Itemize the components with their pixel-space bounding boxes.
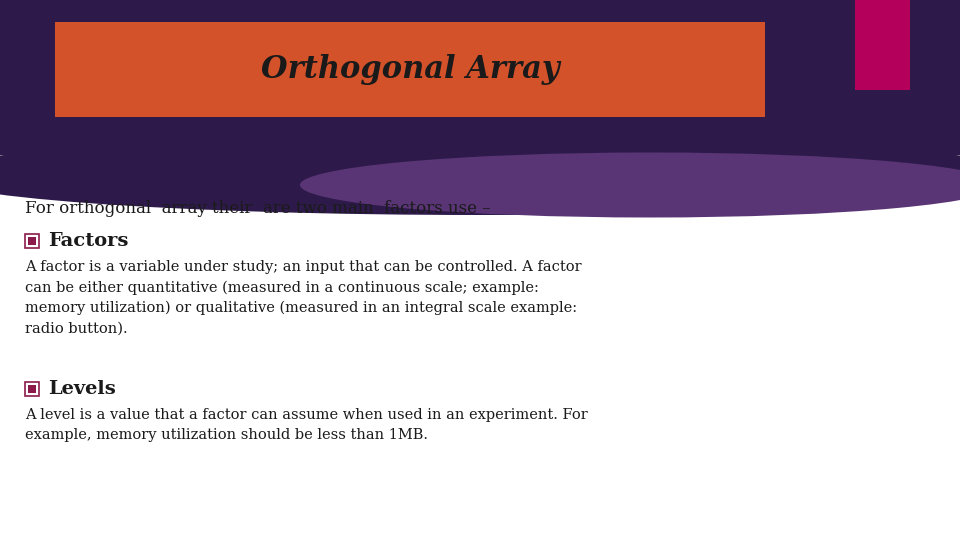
Bar [855, 0, 910, 90]
Bar [25, 382, 39, 396]
Text: Orthogonal Array: Orthogonal Array [261, 54, 560, 85]
Text: A factor is a variable under study; an input that can be controlled. A factor
ca: A factor is a variable under study; an i… [25, 260, 582, 335]
Bar [28, 384, 36, 394]
Ellipse shape [300, 152, 960, 218]
Text: A level is a value that a factor can assume when used in an experiment. For
exam: A level is a value that a factor can ass… [25, 408, 588, 442]
Text: Factors: Factors [48, 232, 129, 250]
Ellipse shape [0, 135, 960, 215]
Text: Levels: Levels [48, 380, 116, 398]
Bar [0, 0, 960, 155]
Bar [25, 234, 39, 248]
Bar [55, 22, 765, 117]
Text: For orthogonal  array their  are two main  factors use –: For orthogonal array their are two main … [25, 200, 491, 217]
Bar [28, 237, 36, 246]
